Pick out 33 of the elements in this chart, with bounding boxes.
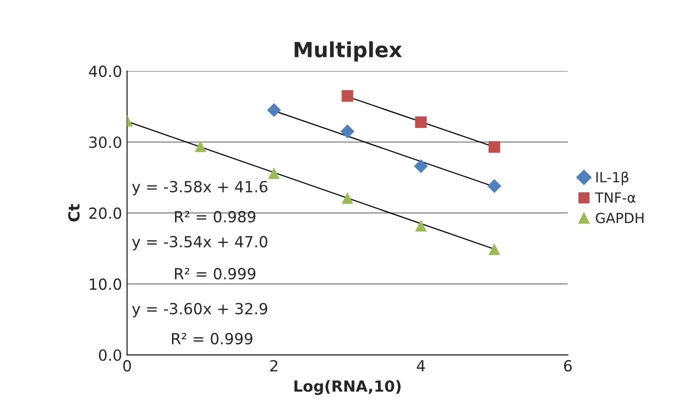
y-tick-label: 10.0: [90, 278, 122, 290]
x-tick-label: 6: [564, 360, 572, 372]
x-tick-label: 2: [270, 360, 278, 372]
annotation: R² = 0.999: [175, 268, 256, 280]
point: [267, 103, 281, 118]
annotation: y = -3.60x + 32.9: [132, 302, 268, 318]
y-tick-label: 30.0: [89, 136, 122, 148]
annotation: R² = 0.989: [175, 210, 256, 222]
legend-label: IL-1β: [596, 172, 628, 186]
legend-label: TNF-α: [595, 192, 636, 203]
y-axis-title: Ct: [68, 204, 80, 222]
point: [415, 220, 427, 232]
point: [340, 124, 354, 138]
point: [488, 141, 500, 153]
legend-label: GAPDH: [596, 212, 644, 224]
point: [414, 159, 428, 174]
point: [342, 90, 354, 102]
point: [488, 243, 500, 255]
y-tick-label: 0.0: [98, 349, 122, 361]
x-axis-title: Log(RNA,10): [294, 380, 401, 395]
point: [194, 140, 206, 152]
chart-title: Multiplex: [294, 41, 402, 62]
annotation: R² = 0.999: [172, 332, 252, 344]
point: [342, 192, 354, 204]
annotation: y = -3.58x + 41.6: [132, 180, 268, 196]
x-tick-label: 0: [123, 360, 131, 372]
annotation: y = -3.54x + 47.0: [132, 236, 268, 250]
x-tick-label: 4: [416, 360, 425, 372]
point: [487, 179, 502, 193]
y-tick-label: 20.0: [89, 207, 122, 219]
point: [415, 116, 427, 128]
y-tick-label: 40.0: [88, 66, 122, 78]
point: [268, 167, 280, 180]
